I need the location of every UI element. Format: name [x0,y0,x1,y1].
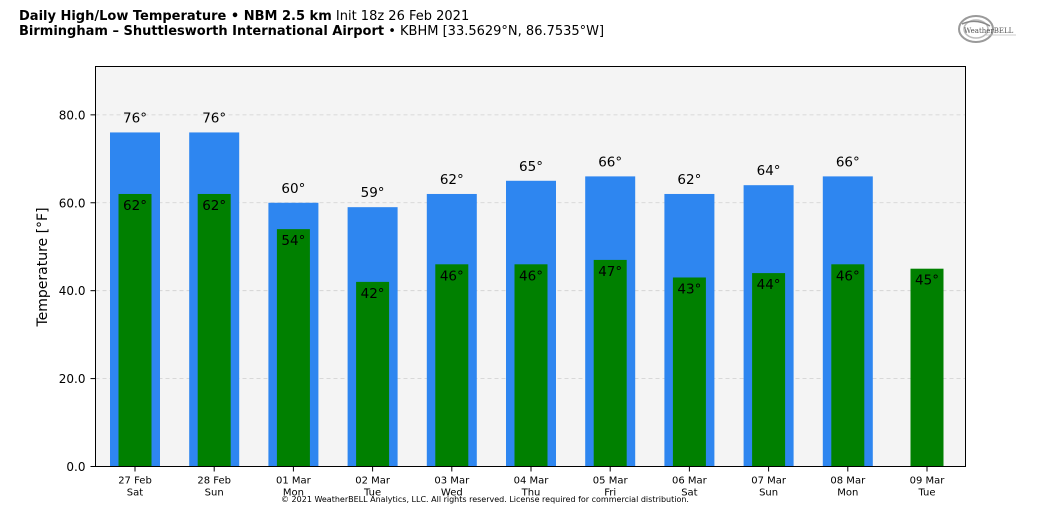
weatherbell-logo-icon: WeatherBELL [956,14,1018,46]
location-name: Birmingham – Shuttlesworth International… [19,24,385,39]
high-temp-label: 60° [281,181,305,197]
x-tick-date: 27 Feb [118,476,152,487]
low-temp-label: 43° [677,281,701,297]
x-tick-day: Tue [363,488,381,499]
init-time: Init 18z 26 Feb 2021 [335,9,470,24]
y-axis: 0.0 20.0 40.0 60.0 80.0 [59,108,96,474]
y-tick-label: 0.0 [66,460,85,474]
chart-title: Daily High/Low Temperature • NBM 2.5 km [19,9,332,24]
x-tick-day: Thu [521,488,541,499]
high-temp-label: 76° [123,110,147,126]
title-block: Daily High/Low Temperature • NBM 2.5 km … [19,9,604,39]
y-axis-label: Temperature [°F] [35,207,51,327]
low-temp-bar [831,264,865,467]
low-temp-label: 45° [915,273,939,289]
low-temp-bar [514,264,548,467]
x-tick-date: 02 Mar [355,476,391,487]
copyright-notice: © 2021 WeatherBELL Analytics, LLC. All r… [281,495,689,504]
high-temp-label: 64° [757,163,781,179]
low-temp-label: 54° [281,233,305,249]
low-temp-bar [118,193,152,467]
low-temp-label: 47° [598,264,622,280]
high-temp-label: 59° [361,185,385,201]
x-tick-date: 05 Mar [593,476,629,487]
x-tick-day: Tue [917,488,935,499]
location-coords: • KBHM [33.5629°N, 86.7535°W] [388,24,605,39]
low-temp-bar [276,229,310,467]
y-tick-label: 20.0 [59,372,86,386]
low-temp-bar [356,281,390,467]
low-temp-label: 62° [123,198,147,214]
x-tick-date: 28 Feb [197,476,231,487]
low-temp-label: 44° [757,277,781,293]
x-tick-date: 03 Mar [434,476,470,487]
low-temp-label: 62° [202,198,226,214]
low-temp-bar [197,193,231,467]
bars-group [110,132,944,467]
low-temp-bar [593,259,627,467]
x-tick-day: Mon [837,488,858,499]
x-tick-day: Wed [441,488,463,499]
low-temp-label: 46° [836,268,860,284]
low-temp-label: 42° [361,286,385,302]
low-temp-bar [435,264,469,467]
title-line: Daily High/Low Temperature • NBM 2.5 km … [19,9,604,24]
location-line: Birmingham – Shuttlesworth International… [19,24,604,39]
plot-frame [95,66,966,467]
low-temp-label: 46° [440,268,464,284]
logo-text: WeatherBELL [964,27,1014,35]
x-tick-date: 08 Mar [830,476,866,487]
low-temp-label: 46° [519,268,543,284]
x-tick-day: Sat [127,488,143,499]
high-temp-label: 66° [598,154,622,170]
x-tick-date: 01 Mar [276,476,312,487]
y-tick-label: 40.0 [59,284,86,298]
x-tick-date: 06 Mar [672,476,708,487]
value-labels-group: 76° 62° 76° 62° 60° 54° 59° 42° 62° 46° 65° 46° 66° 4… [123,110,939,301]
y-tick-label: 60.0 [59,196,86,210]
low-temp-bar [672,277,706,467]
high-temp-label: 66° [836,154,860,170]
high-temp-label: 62° [677,172,701,188]
low-temp-bar [752,273,786,467]
high-temp-label: 65° [519,159,543,175]
x-tick-date: 09 Mar [910,476,946,487]
x-tick-day: Sun [205,488,224,499]
x-tick-day: Mon [283,488,304,499]
high-temp-label: 62° [440,172,464,188]
high-temp-label: 76° [202,110,226,126]
y-tick-label: 80.0 [59,108,86,122]
low-temp-bar [910,268,944,467]
x-tick-date: 04 Mar [514,476,550,487]
x-tick-day: Sun [759,488,778,499]
x-tick-day: Fri [604,488,616,499]
x-tick-day: Sat [681,488,697,499]
x-tick-date: 07 Mar [751,476,787,487]
